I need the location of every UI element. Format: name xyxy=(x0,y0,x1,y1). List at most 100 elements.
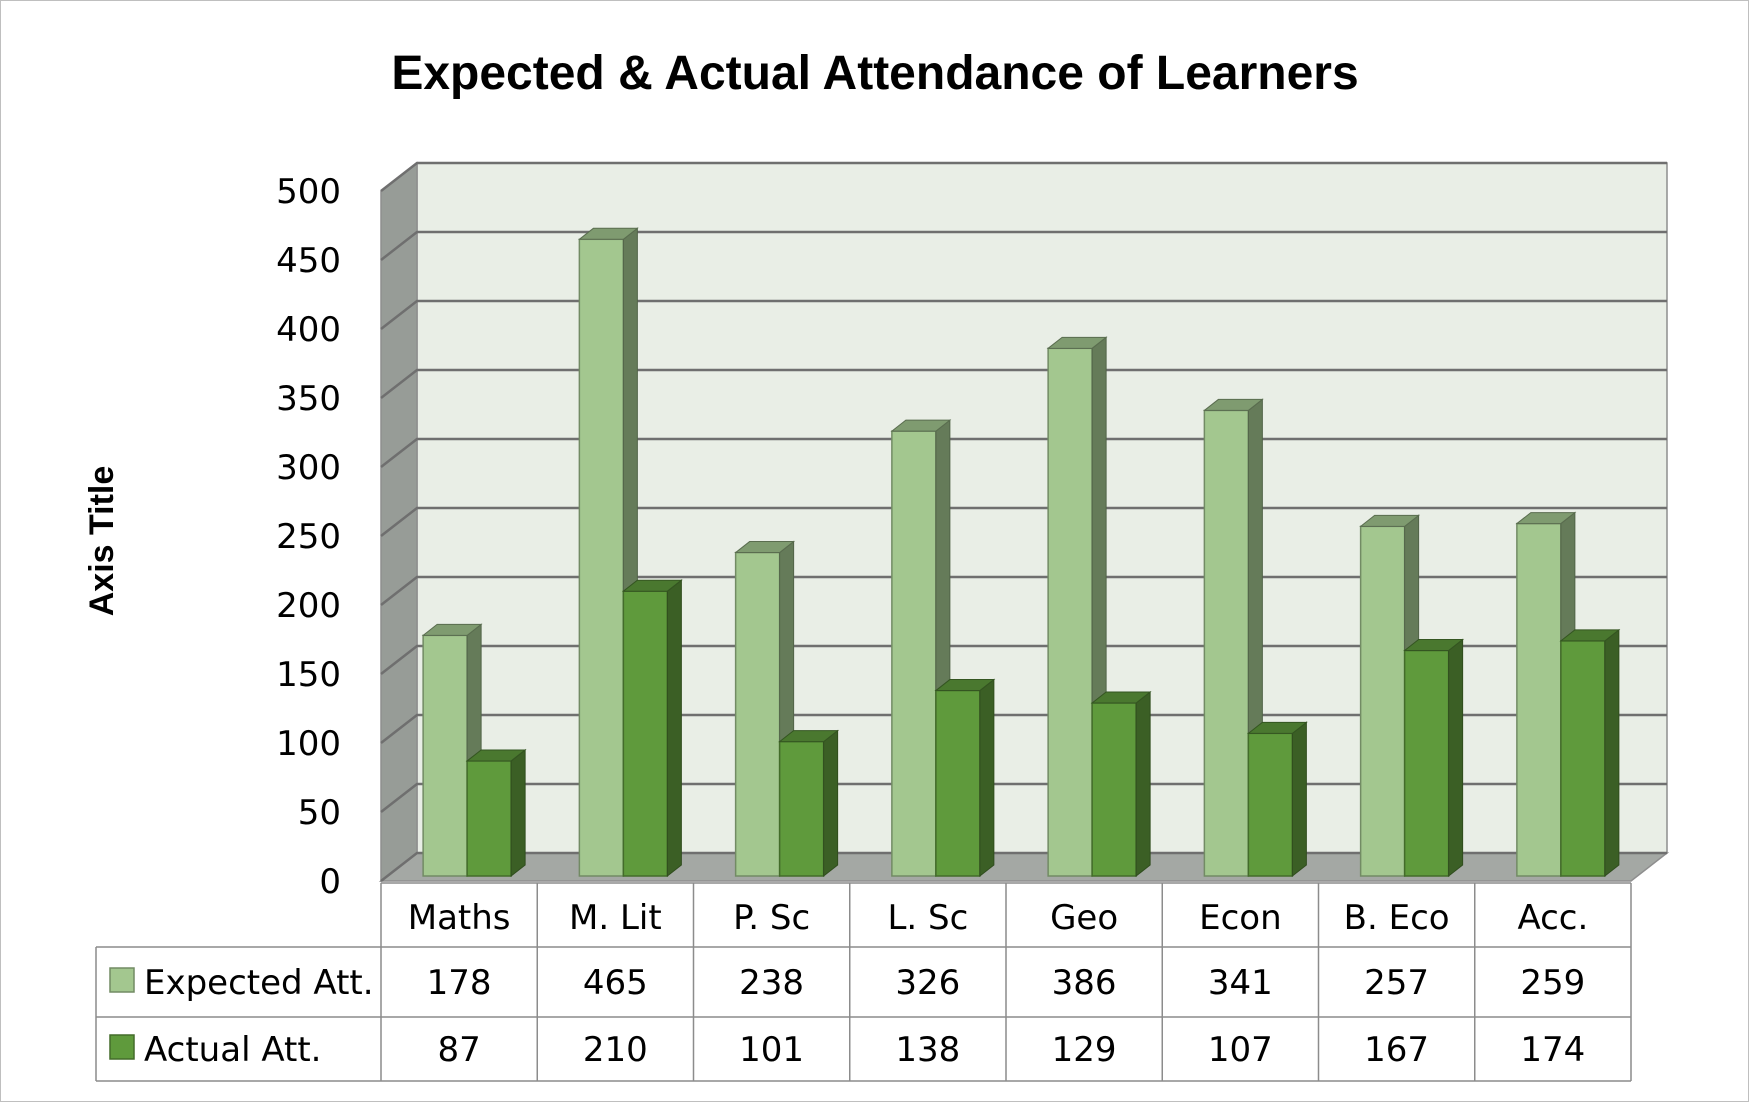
plot-walls xyxy=(378,161,1670,883)
y-tick-label: 300 xyxy=(276,448,341,488)
bar-front xyxy=(1359,525,1406,877)
bar-front xyxy=(1403,649,1450,877)
data-label: 129 xyxy=(1052,1030,1117,1070)
bar-front xyxy=(578,238,625,877)
legend-swatch xyxy=(109,967,135,993)
x-tick-label: P. Sc xyxy=(733,898,810,938)
x-tick-label: Maths xyxy=(408,898,511,938)
bar-front xyxy=(1247,732,1294,877)
bar-front xyxy=(466,760,512,877)
gridline xyxy=(380,368,1667,399)
data-label: 386 xyxy=(1052,963,1117,1003)
legend-label: Actual Att. xyxy=(144,1030,321,1070)
x-tick-label: Econ xyxy=(1199,898,1282,938)
bar-side xyxy=(823,729,839,878)
bar-top xyxy=(1403,639,1465,652)
y-axis-ticks: 0 50 100 150 200 250 300 350 400 450 500 xyxy=(276,172,341,902)
bar-top xyxy=(778,730,840,743)
data-label: 210 xyxy=(583,1030,648,1070)
data-label: 259 xyxy=(1520,963,1585,1003)
data-label: 101 xyxy=(739,1030,804,1070)
bar-front xyxy=(891,430,937,877)
bar-top xyxy=(1559,629,1621,642)
legend-swatch xyxy=(109,1034,135,1060)
bar-actual xyxy=(621,579,683,878)
bar-actual xyxy=(1559,628,1621,878)
legend-label: Expected Att. xyxy=(144,963,374,1003)
chart-floor xyxy=(378,852,1670,882)
bar-top xyxy=(1359,514,1421,527)
bar-side xyxy=(666,579,682,878)
gridline xyxy=(380,161,1667,192)
data-label: 326 xyxy=(895,963,960,1003)
bar-top xyxy=(1246,721,1308,734)
bar-side xyxy=(510,748,526,878)
bar-top xyxy=(1202,398,1264,411)
chart-title: Expected & Actual Attendance of Learners xyxy=(391,47,1358,100)
bar-top xyxy=(1090,691,1152,704)
bar-top xyxy=(421,623,483,636)
bar-front xyxy=(422,634,468,877)
bar-top xyxy=(734,541,796,554)
x-tick-label: B. Eco xyxy=(1344,898,1450,938)
y-tick-label: 200 xyxy=(276,586,341,626)
bar-front xyxy=(1203,409,1250,877)
bar-top xyxy=(1046,336,1108,349)
bar-actual xyxy=(1246,721,1308,878)
bar-side xyxy=(1291,721,1307,878)
y-tick-label: 150 xyxy=(276,655,341,695)
bar-front xyxy=(778,740,825,877)
data-label: 167 xyxy=(1364,1030,1429,1070)
y-tick-label: 0 xyxy=(319,862,341,902)
bar-front xyxy=(1091,702,1137,877)
bar-top xyxy=(890,419,952,432)
data-label: 257 xyxy=(1364,963,1429,1003)
bar-top xyxy=(621,579,683,592)
bar-side xyxy=(1448,638,1464,878)
y-tick-label: 450 xyxy=(276,241,341,281)
y-axis-title: Axis Title xyxy=(83,466,121,617)
bar-front xyxy=(935,689,981,877)
bar-top xyxy=(465,749,527,762)
bar-front xyxy=(1047,347,1093,877)
bar-top xyxy=(577,227,639,240)
data-label: 238 xyxy=(739,963,804,1003)
bar-actual xyxy=(778,729,840,878)
bar-front xyxy=(1516,522,1562,877)
data-label: 174 xyxy=(1520,1030,1585,1070)
data-label: 87 xyxy=(437,1030,480,1070)
bar-actual xyxy=(465,748,527,878)
data-label: 107 xyxy=(1208,1030,1273,1070)
gridline xyxy=(380,230,1667,261)
bar-side xyxy=(1604,628,1620,878)
y-tick-label: 50 xyxy=(298,793,341,833)
y-tick-label: 250 xyxy=(276,517,341,557)
bar-top xyxy=(934,679,996,692)
bar-front xyxy=(1560,640,1606,877)
y-tick-label: 350 xyxy=(276,379,341,419)
bar-top xyxy=(1515,512,1577,525)
bar-front xyxy=(622,590,669,877)
y-tick-label: 400 xyxy=(276,310,341,350)
x-tick-label: Geo xyxy=(1050,898,1118,938)
x-tick-label: Acc. xyxy=(1517,898,1588,938)
bar-front xyxy=(734,551,781,877)
data-label: 178 xyxy=(427,963,492,1003)
data-table: Maths M. Lit P. Sc L. Sc Geo Econ B. Eco Acc. Ex… xyxy=(95,882,1632,1082)
bars xyxy=(421,227,1621,878)
bar-actual xyxy=(934,678,996,878)
y-tick-label: 100 xyxy=(276,724,341,764)
bar-actual xyxy=(1403,638,1465,878)
x-tick-label: L. Sc xyxy=(887,898,968,938)
bar-side xyxy=(1135,690,1151,878)
data-label: 465 xyxy=(583,963,648,1003)
x-tick-label: M. Lit xyxy=(569,898,662,938)
data-label: 138 xyxy=(895,1030,960,1070)
bar-actual xyxy=(1090,690,1152,878)
y-tick-label: 500 xyxy=(276,172,341,212)
gridline xyxy=(380,299,1667,330)
bar-side xyxy=(979,678,995,878)
data-label: 341 xyxy=(1208,963,1273,1003)
